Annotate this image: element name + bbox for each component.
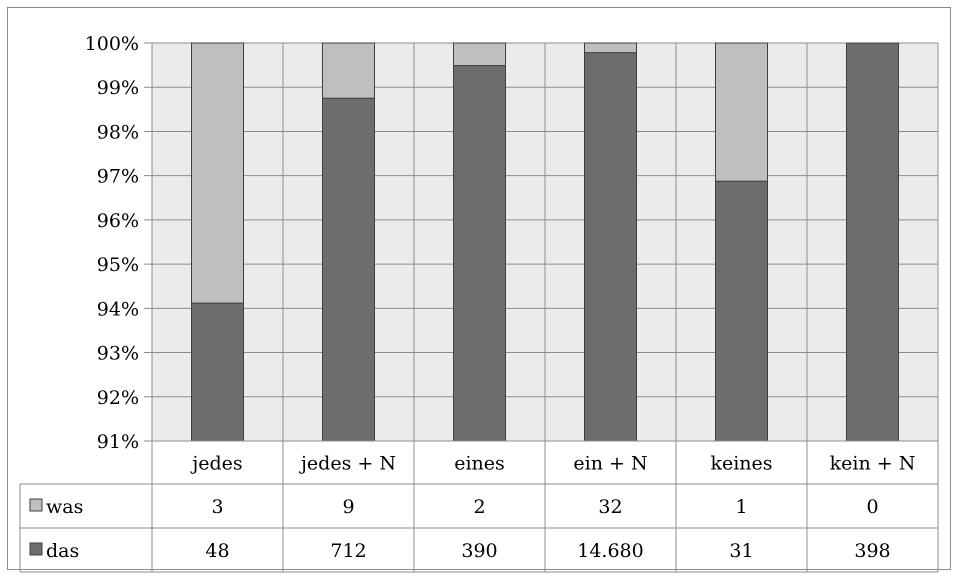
category-label: eines (454, 453, 505, 475)
y-tick-label: 97% (97, 166, 139, 188)
bar-das (453, 65, 506, 442)
data-label-das: 390 (461, 540, 497, 562)
bar-das (191, 302, 244, 442)
data-label-das: 48 (205, 540, 229, 562)
legend-key-das (29, 542, 43, 556)
bar-was (584, 42, 637, 54)
bar-das (322, 97, 375, 442)
bar-was (191, 42, 244, 304)
y-tick-label: 96% (97, 210, 139, 232)
bar-das (715, 180, 768, 442)
legend-key-was (29, 498, 43, 512)
category-label: kein + N (830, 453, 916, 475)
category-label: keines (710, 453, 772, 475)
category-label: jedes (190, 453, 242, 475)
bar-was (715, 42, 768, 182)
y-tick-label: 98% (97, 121, 139, 143)
data-label-das: 398 (854, 540, 890, 562)
bar-was (453, 42, 506, 67)
bar-das (584, 52, 637, 442)
bar-das (846, 42, 899, 442)
y-tick-label: 91% (97, 431, 139, 453)
data-label-was: 9 (342, 496, 354, 518)
y-tick-label: 99% (97, 77, 139, 99)
legend-label-was: was (46, 496, 83, 518)
y-tick-label: 93% (97, 343, 139, 365)
data-label-was: 32 (598, 496, 622, 518)
y-tick-label: 94% (97, 298, 139, 320)
category-label: jedes + N (299, 453, 396, 475)
legend-label-das: das (46, 540, 79, 562)
y-tick-label: 95% (97, 254, 139, 276)
data-label-was: 1 (735, 496, 747, 518)
y-tick-label: 100% (85, 33, 139, 55)
data-label-das: 14.680 (577, 540, 643, 562)
category-label: ein + N (573, 453, 647, 475)
data-label-was: 0 (866, 496, 878, 518)
data-label-das: 712 (330, 540, 366, 562)
data-label-was: 2 (473, 496, 485, 518)
y-tick-label: 92% (97, 387, 139, 409)
bar-was (322, 42, 375, 99)
data-label-das: 31 (729, 540, 753, 562)
data-label-was: 3 (211, 496, 223, 518)
